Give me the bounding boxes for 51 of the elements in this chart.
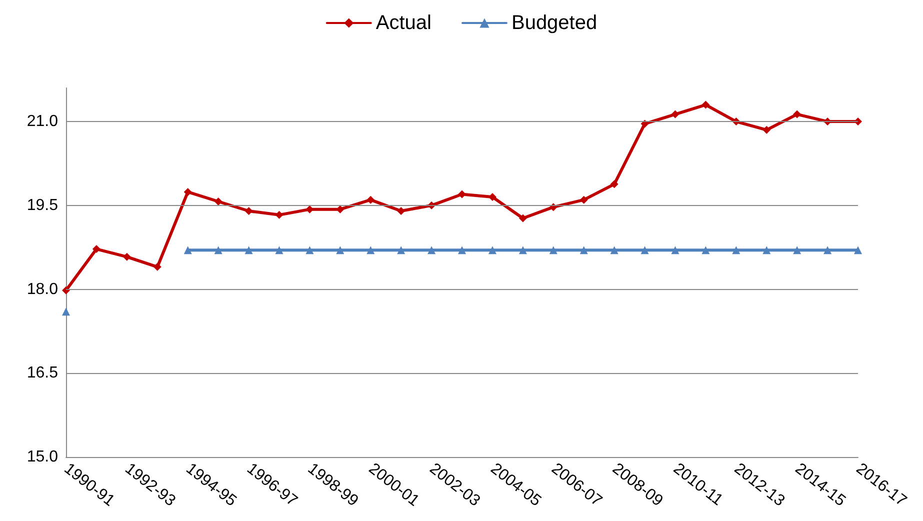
point	[153, 262, 162, 271]
point	[640, 246, 649, 254]
point	[824, 246, 832, 254]
point	[244, 246, 253, 254]
y-tick-label: 16.5	[26, 364, 58, 382]
point	[336, 246, 344, 254]
point	[610, 180, 618, 188]
point	[366, 196, 375, 204]
y-tick-label: 15.0	[26, 448, 58, 466]
point	[458, 246, 466, 254]
point	[549, 246, 558, 254]
point	[518, 214, 527, 222]
point	[62, 286, 70, 294]
point	[275, 210, 284, 219]
point	[122, 252, 131, 261]
point	[640, 120, 649, 128]
point	[854, 246, 862, 254]
point	[214, 246, 222, 254]
point	[62, 308, 70, 316]
point	[610, 246, 618, 254]
point	[702, 100, 710, 109]
point	[184, 188, 192, 196]
y-tick-label: 21.0	[26, 113, 58, 130]
point	[580, 196, 588, 204]
point	[92, 245, 100, 254]
point	[793, 246, 802, 254]
point	[366, 246, 375, 254]
point	[732, 246, 740, 254]
point	[762, 126, 771, 134]
point	[336, 205, 344, 214]
legend-label: Budgeted	[511, 12, 598, 34]
point	[397, 207, 406, 215]
point	[702, 246, 710, 254]
point	[518, 246, 527, 254]
point	[275, 246, 284, 254]
point	[580, 246, 588, 254]
y-tick-label: 18.0	[26, 280, 58, 298]
point	[458, 190, 466, 198]
point	[488, 246, 496, 254]
point	[397, 246, 406, 254]
point	[306, 246, 314, 254]
point	[428, 246, 436, 254]
point	[214, 197, 222, 206]
point	[184, 246, 192, 254]
point	[762, 246, 771, 254]
legend-label: Actual	[376, 12, 432, 34]
y-tick-label: 19.5	[26, 196, 58, 214]
point	[244, 207, 253, 215]
point	[793, 110, 802, 118]
point	[671, 110, 680, 118]
point	[671, 246, 680, 254]
